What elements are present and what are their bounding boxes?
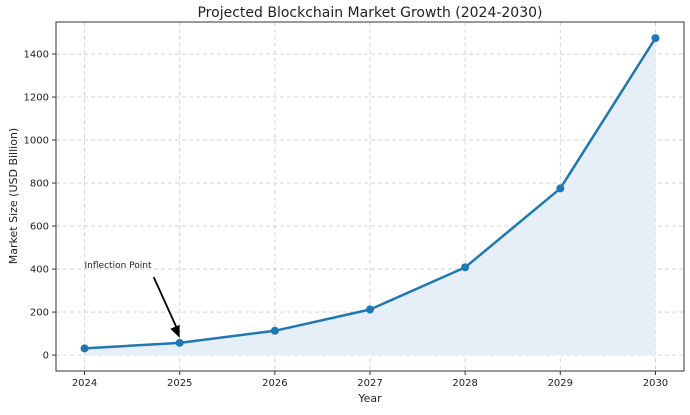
data-point xyxy=(556,184,565,193)
annotation-arrow-shaft xyxy=(152,276,178,329)
series xyxy=(80,34,660,353)
y-axis-label: Market Size (USD Billion) xyxy=(7,128,20,264)
data-point xyxy=(651,34,660,43)
x-tick-label: 2025 xyxy=(167,378,192,389)
data-point xyxy=(270,326,279,335)
plot-frame xyxy=(55,21,685,372)
y-tick-label: 600 xyxy=(30,222,49,233)
axis-ticks: 2024 2025 2026 2027 2028 2029 2030 0 200 400 600 80… xyxy=(24,50,669,389)
annotation-label: Inflection Point xyxy=(85,261,152,271)
area-fill-path xyxy=(84,38,656,356)
annotation-arrow-head xyxy=(170,324,180,338)
annotation: Inflection Point xyxy=(85,261,180,338)
data-point xyxy=(80,344,89,353)
y-tick-label: 200 xyxy=(30,308,49,319)
x-tick-label: 2030 xyxy=(643,378,668,389)
data-point xyxy=(366,305,374,314)
chart-title: Projected Blockchain Market Growth (2024… xyxy=(197,5,542,21)
y-tick-label: 1400 xyxy=(24,50,49,61)
x-tick-label: 2024 xyxy=(72,378,97,389)
data-point xyxy=(461,263,470,272)
x-tick-label: 2027 xyxy=(357,378,382,389)
y-tick-label: 1200 xyxy=(24,93,49,104)
x-tick-label: 2026 xyxy=(262,378,287,389)
x-tick-label: 2029 xyxy=(548,378,573,389)
y-tick-label: 0 xyxy=(43,351,49,362)
x-tick-label: 2028 xyxy=(452,378,477,389)
area-fill xyxy=(84,38,656,356)
data-point xyxy=(175,338,184,347)
y-tick-label: 400 xyxy=(30,265,49,276)
y-tick-label: 800 xyxy=(30,179,49,190)
x-axis-label: Year xyxy=(357,392,382,405)
y-tick-label: 1000 xyxy=(24,136,49,147)
